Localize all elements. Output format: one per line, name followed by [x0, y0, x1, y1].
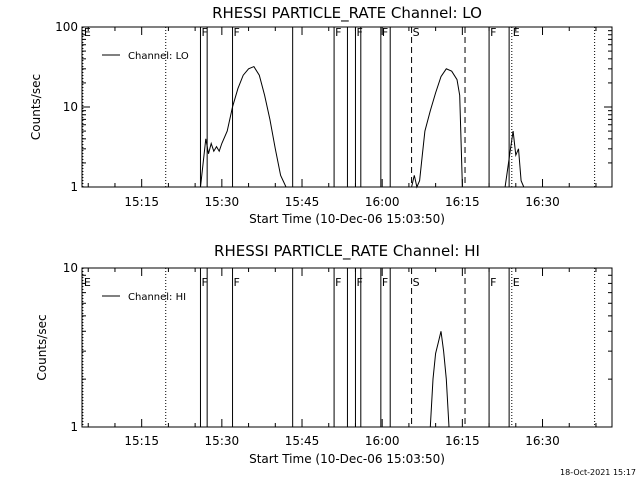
- x-tick-label: 16:00: [365, 434, 400, 448]
- event-marker-flag: E: [513, 276, 520, 289]
- x-axis-label: Start Time (10-Dec-06 15:03:50): [249, 452, 445, 466]
- x-tick-label: 15:15: [124, 434, 159, 448]
- legend-entry: Channel: HI: [128, 292, 186, 303]
- event-marker-flag: S: [413, 26, 420, 39]
- event-marker-flag: E: [84, 276, 91, 289]
- x-tick-label: 15:45: [285, 195, 320, 209]
- chart-title: RHESSI PARTICLE_RATE Channel: HI: [214, 242, 480, 261]
- series-line: [200, 65, 525, 189]
- x-axis-label: Start Time (10-Dec-06 15:03:50): [249, 212, 445, 226]
- x-tick-label: 16:15: [445, 195, 480, 209]
- x-tick-label: 15:45: [285, 434, 320, 448]
- event-marker-flag: F: [234, 276, 240, 289]
- x-tick-label: 15:30: [205, 434, 240, 448]
- event-marker-flag: F: [490, 26, 496, 39]
- y-tick-label: 10: [63, 261, 78, 275]
- series-line: [429, 331, 450, 428]
- x-tick-label: 16:15: [445, 434, 480, 448]
- event-marker-flag: F: [356, 26, 362, 39]
- chart-title: RHESSI PARTICLE_RATE Channel: LO: [212, 4, 482, 23]
- event-marker-flag: F: [335, 26, 341, 39]
- legend-entry: Channel: LO: [128, 51, 189, 62]
- x-tick-label: 16:00: [365, 195, 400, 209]
- event-marker-flag: F: [382, 26, 388, 39]
- y-tick-label: 100: [55, 20, 78, 34]
- event-marker-flag: F: [234, 26, 240, 39]
- hi-channel-panel: RHESSI PARTICLE_RATE Channel: HI 15:15 15:…: [35, 242, 613, 466]
- lo-channel-panel: RHESSI PARTICLE_RATE Channel: LO 15:15 15:…: [29, 4, 613, 226]
- x-tick-label: 16:30: [525, 195, 560, 209]
- y-tick-label: 1: [70, 180, 78, 194]
- x-tick-label: 15:15: [124, 195, 159, 209]
- generation-timestamp: 18-Oct-2021 15:17: [560, 468, 636, 477]
- y-tick-label: 10: [63, 100, 78, 114]
- y-axis-label: Counts/sec: [29, 74, 43, 140]
- event-marker-flag: F: [201, 276, 207, 289]
- event-marker-flag: S: [413, 276, 420, 289]
- event-marker-flag: F: [490, 276, 496, 289]
- event-marker-flag: F: [335, 276, 341, 289]
- event-marker-flag: E: [84, 26, 91, 39]
- y-tick-label: 1: [70, 420, 78, 434]
- x-tick-label: 15:30: [205, 195, 240, 209]
- event-marker-flag: F: [382, 276, 388, 289]
- event-marker-flag: F: [201, 26, 207, 39]
- event-marker-flag: F: [356, 276, 362, 289]
- x-tick-label: 16:30: [525, 434, 560, 448]
- event-marker-flag: E: [513, 26, 520, 39]
- y-axis-label: Counts/sec: [35, 314, 49, 380]
